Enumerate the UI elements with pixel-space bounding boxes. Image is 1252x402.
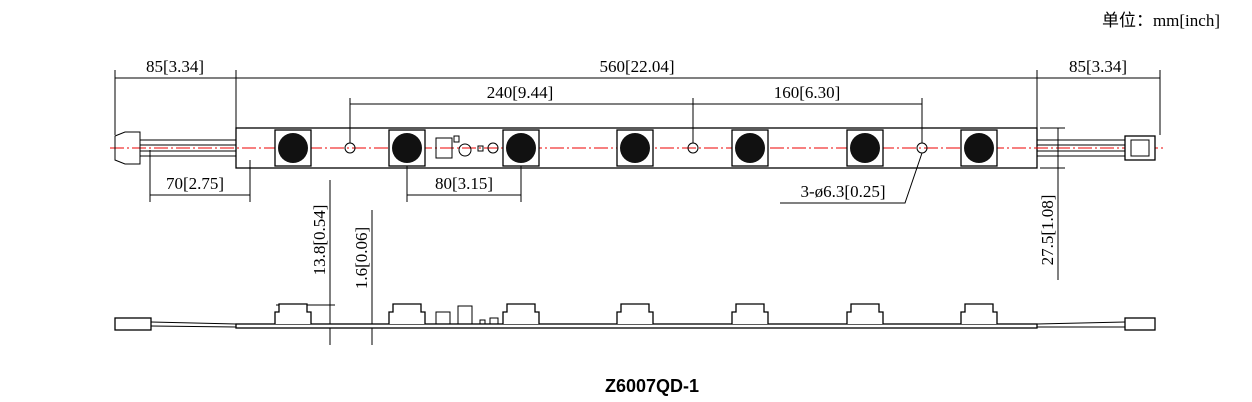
led-side	[846, 303, 884, 324]
led-side	[616, 303, 654, 324]
led-side	[388, 303, 426, 324]
drawing-title: Z6007QD-1	[605, 376, 699, 396]
led-side	[731, 303, 769, 324]
led-lens	[392, 133, 422, 163]
dim-label: 13.8[0.54]	[310, 205, 329, 276]
led-lens	[735, 133, 765, 163]
led-side	[960, 303, 998, 324]
dim-label: 560[22.04]	[599, 57, 674, 76]
dim-label: 70[2.75]	[166, 174, 224, 193]
led-side	[502, 303, 540, 324]
top-view	[110, 127, 1165, 169]
led-lens	[850, 133, 880, 163]
unit-label: 单位：mm[inch]	[1102, 11, 1220, 30]
led-lens	[506, 133, 536, 163]
dim-label: 160[6.30]	[774, 83, 841, 102]
dim-label: 85[3.34]	[1069, 57, 1127, 76]
dim-label: 1.6[0.06]	[352, 227, 371, 289]
led-lens	[964, 133, 994, 163]
dim-label: 240[9.44]	[487, 83, 554, 102]
dim-label: 80[3.15]	[435, 174, 493, 193]
dimension-lines	[114, 70, 1161, 345]
dim-label: 85[3.34]	[146, 57, 204, 76]
led-lens	[620, 133, 650, 163]
dim-label: 27.5[1.08]	[1038, 195, 1057, 266]
led-side	[274, 303, 312, 324]
dim-label: 3-ø6.3[0.25]	[801, 182, 886, 201]
led-lens	[278, 133, 308, 163]
side-view	[114, 303, 1156, 331]
